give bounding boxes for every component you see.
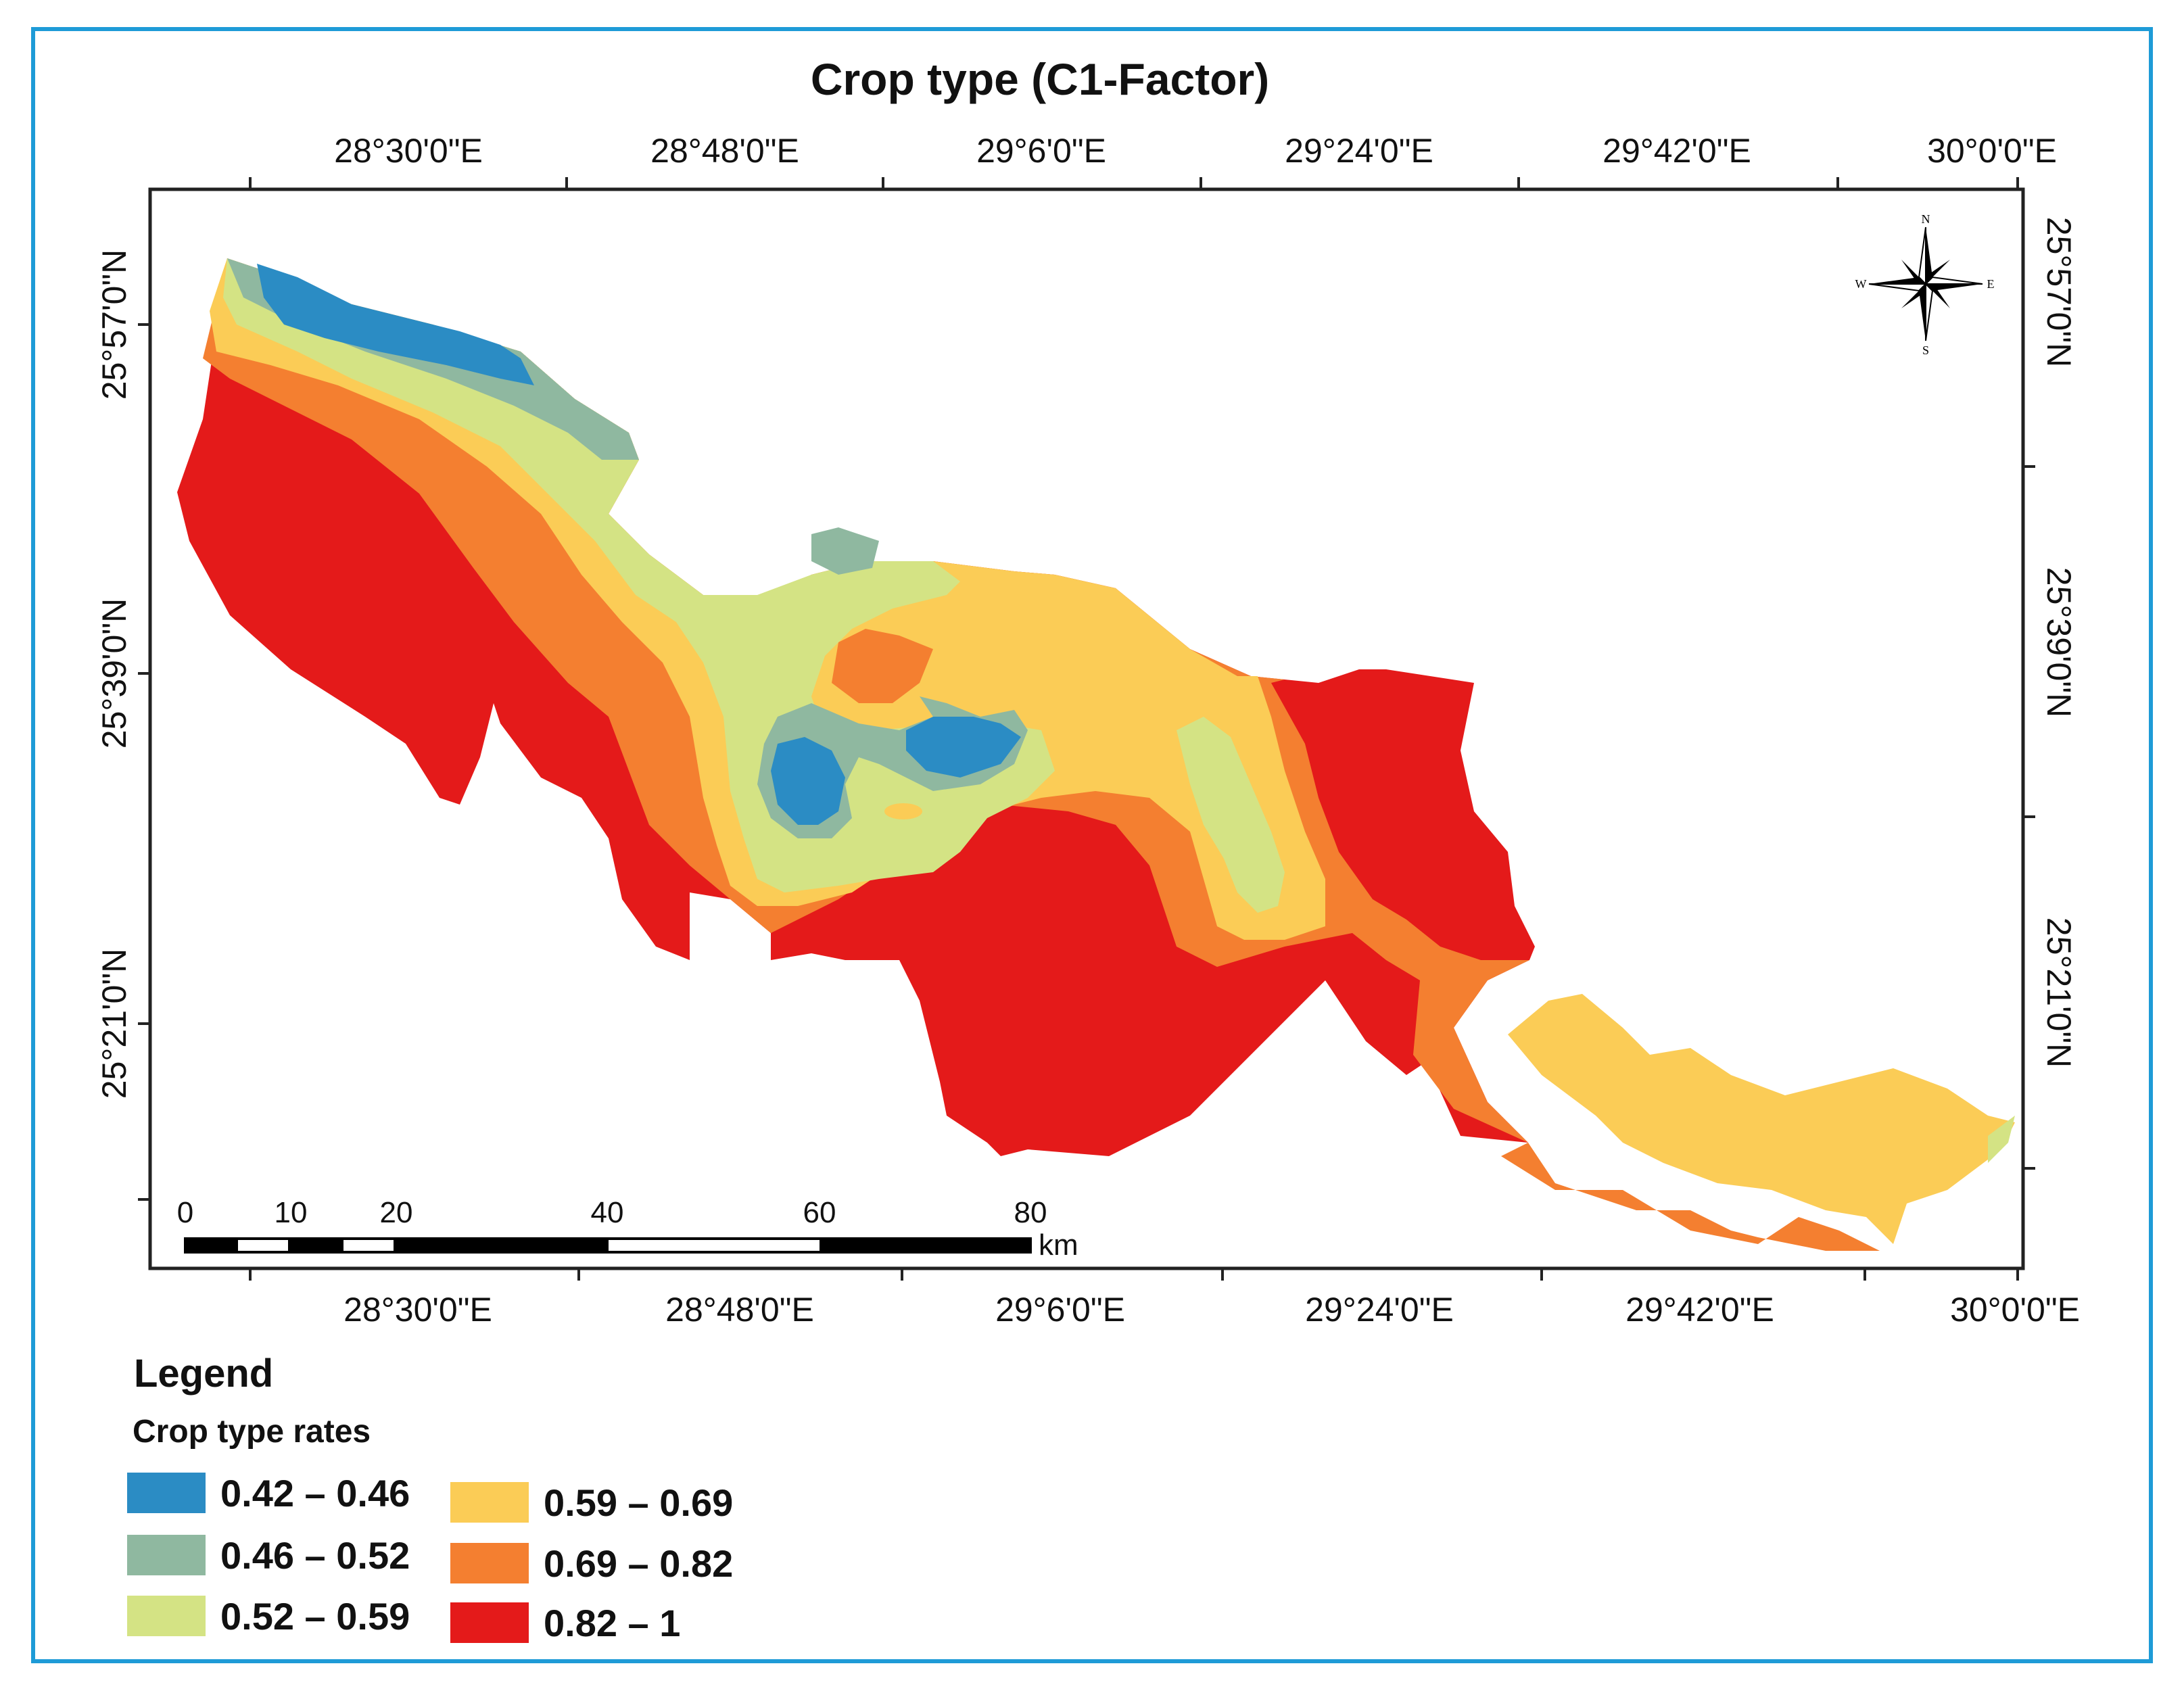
lon-label-bottom: 28°48'0"E bbox=[665, 1291, 814, 1329]
longitude-labels-bottom: 28°30'0"E 28°48'0"E 29°6'0"E 29°24'0"E 2… bbox=[343, 1291, 2080, 1329]
legend-item: 0.42 – 0.46 bbox=[126, 1471, 410, 1515]
legend-swatch bbox=[449, 1542, 530, 1585]
scale-tick-label: 10 bbox=[275, 1196, 308, 1229]
legend-item: 0.46 – 0.52 bbox=[126, 1533, 410, 1577]
legend-subtitle: Crop type rates bbox=[133, 1414, 371, 1450]
lon-label-top: 29°24'0"E bbox=[1285, 132, 1433, 170]
legend-item: 0.52 – 0.59 bbox=[126, 1594, 410, 1638]
compass-s-label: S bbox=[1922, 343, 1929, 357]
legend-swatch bbox=[449, 1601, 530, 1644]
zone-patch-yellow bbox=[884, 803, 922, 819]
graticule-ticks bbox=[138, 177, 2035, 1281]
legend-label: 0.82 – 1 bbox=[544, 1601, 681, 1644]
scale-tick-label: 40 bbox=[591, 1196, 624, 1229]
scale-unit-label: km bbox=[1039, 1229, 1078, 1262]
study-area bbox=[177, 258, 2015, 1251]
lon-label-bottom: 28°30'0"E bbox=[343, 1291, 492, 1329]
lon-label-bottom: 29°6'0"E bbox=[995, 1291, 1125, 1329]
scale-bar: 0 10 20 40 60 80 km bbox=[177, 1196, 1078, 1262]
scale-tick-label: 0 bbox=[177, 1196, 193, 1229]
legend-label: 0.46 – 0.52 bbox=[220, 1533, 410, 1577]
scale-tick-label: 60 bbox=[803, 1196, 836, 1229]
latitude-labels-left: 25°57'0"N 25°39'0"N 25°21'0"N bbox=[95, 249, 133, 1099]
lon-label-bottom: 29°24'0"E bbox=[1305, 1291, 1454, 1329]
legend-label: 0.52 – 0.59 bbox=[220, 1594, 410, 1638]
map-title: Crop type (C1-Factor) bbox=[811, 54, 1269, 104]
legend-item: 0.69 – 0.82 bbox=[449, 1542, 733, 1585]
longitude-labels-top: 28°30'0"E 28°48'0"E 29°6'0"E 29°24'0"E 2… bbox=[334, 132, 2057, 170]
zone-patch-orange bbox=[832, 629, 933, 703]
compass-rose-icon: N S E W bbox=[1855, 212, 1995, 357]
legend-label: 0.42 – 0.46 bbox=[220, 1471, 410, 1515]
compass-n-label: N bbox=[1922, 212, 1930, 226]
lat-label-left: 25°57'0"N bbox=[95, 249, 133, 400]
lon-label-top: 28°48'0"E bbox=[650, 132, 799, 170]
legend-swatch bbox=[449, 1481, 530, 1524]
legend-swatch bbox=[126, 1471, 207, 1515]
zone-042-046 bbox=[257, 264, 1021, 825]
lat-label-left: 25°21'0"N bbox=[95, 949, 133, 1099]
compass-w-label: W bbox=[1855, 277, 1867, 291]
legend-title: Legend bbox=[134, 1352, 274, 1396]
lon-label-top: 29°6'0"E bbox=[976, 132, 1106, 170]
lon-label-top: 28°30'0"E bbox=[334, 132, 483, 170]
compass-e-label: E bbox=[1987, 277, 1995, 291]
legend-label: 0.69 – 0.82 bbox=[544, 1542, 734, 1585]
lon-label-top: 29°42'0"E bbox=[1603, 132, 1751, 170]
legend-label: 0.59 – 0.69 bbox=[544, 1481, 734, 1524]
lon-label-top: 30°0'0"E bbox=[1927, 132, 2057, 170]
legend-swatch bbox=[126, 1594, 207, 1638]
lat-label-right: 25°57'0"N bbox=[2040, 217, 2078, 367]
lon-label-bottom: 30°0'0"E bbox=[1950, 1291, 2080, 1329]
scale-tick-label: 80 bbox=[1014, 1196, 1047, 1229]
legend-swatch bbox=[126, 1533, 207, 1577]
latitude-labels-right: 25°57'0"N 25°39'0"N 25°21'0"N bbox=[2040, 217, 2078, 1068]
zone-059-069 bbox=[210, 258, 2015, 1244]
scale-tick-label: 20 bbox=[380, 1196, 413, 1229]
lon-label-bottom: 29°42'0"E bbox=[1625, 1291, 1774, 1329]
lat-label-right: 25°39'0"N bbox=[2040, 567, 2078, 717]
legend-item: 0.59 – 0.69 bbox=[449, 1481, 733, 1524]
lat-label-left: 25°39'0"N bbox=[95, 598, 133, 748]
legend-item: 0.82 – 1 bbox=[449, 1601, 680, 1644]
lat-label-right: 25°21'0"N bbox=[2040, 917, 2078, 1068]
